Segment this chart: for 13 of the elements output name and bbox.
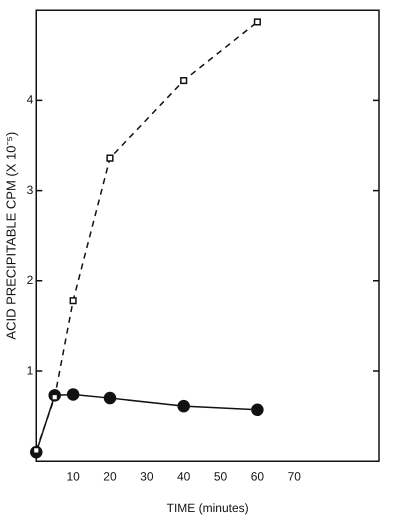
x-tick-label: 20 [103,470,117,484]
x-tick-label: 30 [140,470,154,484]
x-tick-label: 60 [250,470,264,484]
x-tick-label: 50 [214,470,228,484]
x-axis-title: TIME (minutes) [166,501,249,516]
y-tick-label: 4 [26,92,34,107]
x-tick-label: 70 [288,470,302,484]
x-tick-label: 10 [66,470,80,484]
x-tick-label: 40 [177,470,191,484]
y-axis-title: ACID PRECIPITABLE CPM (X 10⁻⁵) [3,132,18,340]
y-tick-label: 1 [26,363,34,378]
y-tick-label: 3 [26,182,34,197]
y-tick-label: 2 [26,273,34,288]
